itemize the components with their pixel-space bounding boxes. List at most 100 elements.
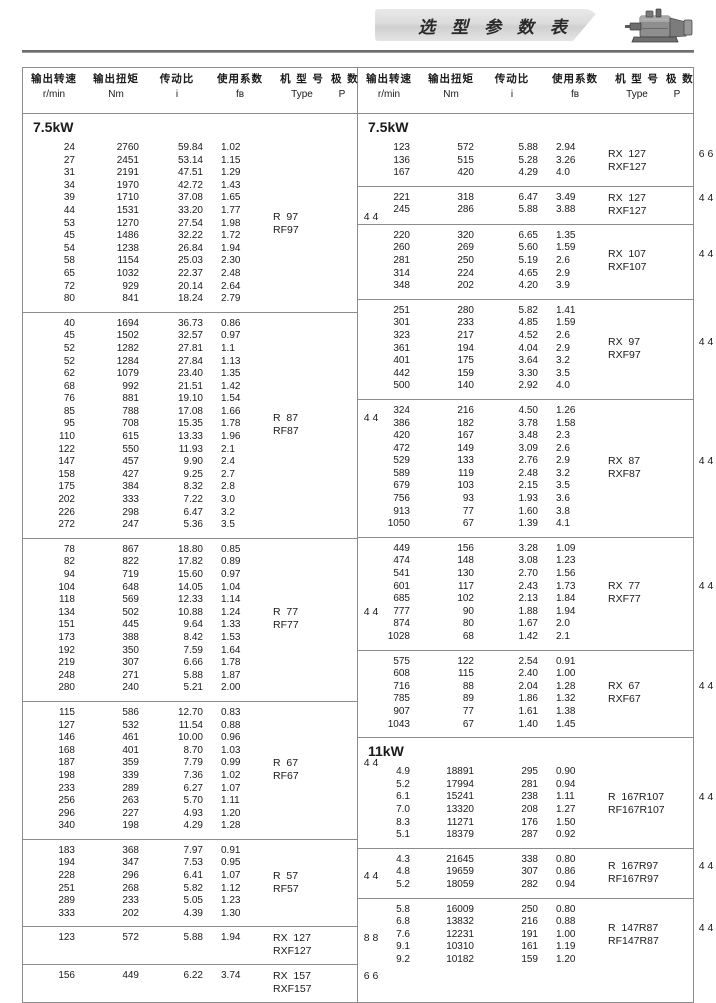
cell-ratio: 7.53	[183, 857, 203, 869]
model-type-label: RX 127 RXF127	[608, 147, 647, 173]
cell-fb: 1.13	[221, 355, 241, 367]
table-row: 5.2 18059 282 0.94	[358, 879, 608, 892]
cell-ratio: 6.27	[183, 782, 203, 794]
cell-fb: 1.26	[556, 404, 576, 416]
cell-torque: 269	[457, 242, 474, 254]
cell-torque: 502	[122, 606, 139, 618]
cell-torque: 80	[462, 618, 474, 630]
cell-torque: 102	[457, 593, 474, 605]
cell-ratio: 1.86	[518, 693, 538, 705]
cell-ratio: 27.54	[177, 217, 203, 229]
cell-ratio: 1.42	[518, 631, 538, 642]
cell-fb: 4.0	[556, 167, 570, 179]
right-sections-container: 123 572 5.88 2.94 136 515 5.28 3.26 167 420 4.29 4.…	[358, 137, 713, 739]
table-row: 136 515 5.28 3.26	[358, 155, 608, 168]
cell-speed: 194	[58, 857, 75, 869]
cell-torque: 89	[462, 693, 474, 705]
spec-section: 115 586 12.70 0.83 127 532 11.54 0.88 146 461 10.0…	[23, 702, 378, 840]
header-en-torque: Nm	[108, 89, 124, 100]
cell-ratio: 1.60	[518, 505, 538, 517]
cell-speed: 233	[58, 782, 75, 794]
cell-torque: 268	[122, 882, 139, 894]
cell-ratio: 19.10	[177, 393, 203, 405]
pole-count-label: 4 4	[363, 756, 379, 769]
table-row: 1050 67 1.39 4.1	[358, 518, 608, 531]
table-row: 301 233 4.85 1.59	[358, 317, 608, 330]
table-row: 679 103 2.15 3.5	[358, 480, 608, 493]
cell-ratio: 9.64	[183, 619, 203, 631]
cell-ratio: 1.88	[518, 605, 538, 617]
cell-ratio: 20.14	[177, 280, 203, 292]
cell-torque: 10310	[446, 941, 474, 953]
table-row: 1028 68 1.42 2.1	[358, 631, 608, 644]
cell-fb: 0.86	[556, 866, 576, 878]
table-row: 45 1502 32.57 0.97	[23, 330, 273, 343]
cell-torque: 198	[122, 820, 139, 832]
cell-torque: 347	[122, 857, 139, 869]
table-row: 472 149 3.09 2.6	[358, 443, 608, 456]
cell-torque: 822	[122, 556, 139, 568]
cell-fb: 2.9	[556, 342, 570, 354]
cell-torque: 167	[457, 430, 474, 442]
cell-fb: 0.90	[556, 766, 576, 778]
cell-torque: 708	[122, 418, 139, 430]
table-row: 324 216 4.50 1.26	[358, 405, 608, 418]
model-type-label: RX 87 RXF87	[608, 454, 641, 480]
cell-ratio: 6.47	[518, 191, 538, 203]
header-cn-ratio: 传动比	[159, 73, 195, 85]
table-row: 72 929 20.14 2.64	[23, 281, 273, 294]
cell-ratio: 2.70	[518, 568, 538, 580]
cell-fb: 1.53	[221, 631, 241, 643]
section-rows: 78 867 18.80 0.85 82 822 17.82 0.89 94 719 15.60 0.…	[23, 544, 273, 695]
cell-ratio: 238	[521, 791, 538, 803]
pole-count-label: 4 4	[698, 859, 714, 872]
cell-ratio: 282	[521, 878, 538, 890]
cell-fb: 1.07	[221, 782, 241, 794]
section-type-area: R 77 RF77 4 4	[273, 544, 383, 695]
cell-ratio: 161	[521, 941, 538, 953]
type-inner: RX 77 RXF77 4 4	[608, 580, 716, 606]
cell-speed: 575	[393, 655, 410, 667]
table-row: 777 90 1.88 1.94	[358, 606, 608, 619]
cell-ratio: 287	[521, 829, 538, 841]
table-row: 82 822 17.82 0.89	[23, 556, 273, 569]
cell-speed: 685	[393, 593, 410, 605]
cell-speed: 122	[58, 443, 75, 455]
cell-fb: 0.83	[221, 706, 241, 718]
cell-speed: 260	[393, 242, 410, 254]
table-row: 158 427 9.25 2.7	[23, 469, 273, 482]
cell-fb: 1.43	[221, 179, 241, 191]
cell-ratio: 4.85	[518, 317, 538, 329]
right-column-header: 输出转速 输出扭矩 传动比 使用系数 机 型 号 极 数 r/min Nm i …	[358, 68, 693, 114]
cell-torque: 263	[122, 795, 139, 807]
table-row: 175 384 8.32 2.8	[23, 481, 273, 494]
cell-speed: 24	[63, 142, 75, 153]
type-inner: RX 127 RXF127 4 4	[608, 192, 716, 218]
model-type-label: RX 157 RXF157	[273, 970, 312, 996]
cell-fb: 1.94	[556, 605, 576, 617]
cell-speed: 115	[59, 706, 75, 718]
table-row: 156 449 6.22 3.74	[23, 970, 273, 983]
cell-ratio: 159	[521, 953, 538, 965]
cell-speed: 756	[393, 493, 410, 505]
pole-count-label: 4 4	[363, 411, 379, 424]
header-cn-speed-r: 输出转速	[366, 73, 412, 85]
cell-torque: 156	[457, 542, 474, 554]
cell-fb: 0.91	[221, 844, 241, 856]
table-row: 248 271 5.88 1.87	[23, 670, 273, 683]
cell-torque: 233	[122, 895, 139, 907]
cell-fb: 1.78	[221, 418, 241, 430]
table-row: 323 217 4.52 2.6	[358, 330, 608, 343]
type-inner: R 87 RF87 4 4	[273, 412, 383, 438]
cell-fb: 1.03	[221, 744, 241, 756]
model-type-label: R 77 RF77	[273, 606, 299, 632]
table-row: 183 368 7.97 0.91	[23, 845, 273, 858]
cell-torque: 461	[122, 732, 139, 744]
table-row: 4.3 21645 338 0.80	[358, 854, 608, 867]
cell-torque: 1270	[116, 217, 139, 229]
table-row: 115 586 12.70 0.83	[23, 707, 273, 720]
cell-fb: 2.9	[556, 455, 570, 467]
table-row: 146 461 10.00 0.96	[23, 732, 273, 745]
cell-torque: 841	[122, 293, 139, 305]
cell-torque: 250	[457, 254, 474, 266]
